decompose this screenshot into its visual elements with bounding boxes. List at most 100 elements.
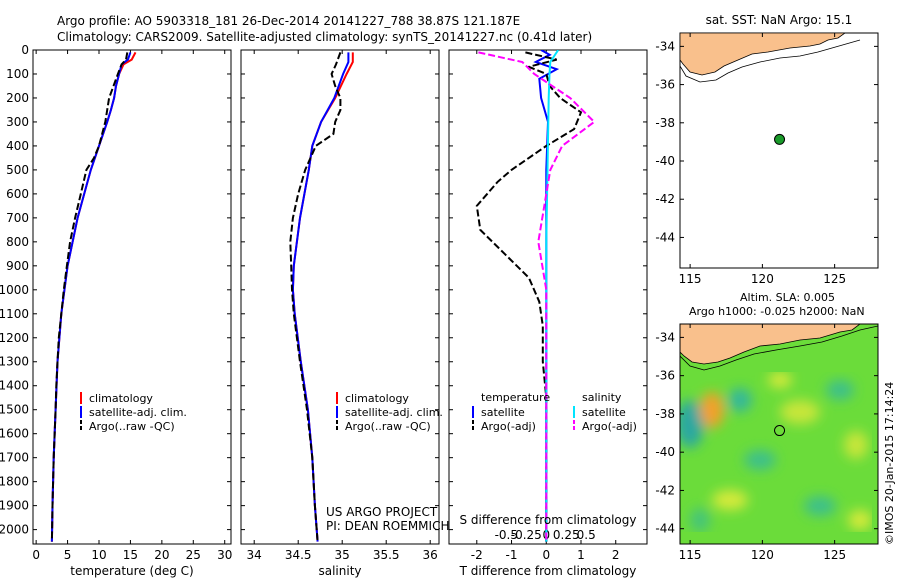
temperature-tick-label: 0: [32, 548, 40, 562]
legend-climatology: climatology: [345, 392, 409, 405]
latitude-tick-label: -42: [655, 192, 675, 206]
temperature-difference-tick-label: -1: [506, 548, 518, 562]
depth-axis: 0 100 200 300 400 500 600 700 800 900 1000 1100 1200…: [0, 43, 231, 537]
sst-map-content: [680, 33, 861, 145]
legend-climatology: climatology: [89, 392, 153, 405]
depth-tick-label: 600: [6, 187, 29, 201]
depth-tick-label: 300: [6, 115, 29, 129]
depth-tick-label: 1900: [0, 499, 29, 513]
depth-tick-label: 1100: [0, 307, 29, 321]
latitude-tick-label: -42: [655, 483, 675, 497]
temperature-tick-label: 5: [64, 548, 72, 562]
sla-cold-patch: [744, 450, 776, 470]
temperature-tick-label: 10: [91, 548, 106, 562]
salinity-difference-tick-label: 0.25: [553, 528, 580, 542]
salinity-axes-box: [240, 49, 440, 545]
legend-argo: Argo(..raw -QC): [345, 420, 431, 433]
temperature-axes-box: [32, 49, 232, 545]
header-line2: Climatology: CARS2009. Satellite-adjuste…: [57, 30, 592, 44]
legend-s-satellite: satellite: [582, 406, 626, 419]
argo-float-marker: [774, 133, 786, 145]
depth-tick-label: 1700: [0, 451, 29, 465]
depth-tick-label: 0: [21, 43, 29, 57]
temperature-tick-label: 15: [123, 548, 138, 562]
depth-tick-label: 1600: [0, 427, 29, 441]
temperature-panel: 0100200300400500600700800900100011001200…: [0, 43, 232, 578]
depth-tick-label: 1400: [0, 379, 29, 393]
temperature-tick-label: 30: [217, 548, 232, 562]
difference-x-axis: -2 -1 0 1 2: [471, 50, 620, 562]
latitude-tick-label: -38: [655, 407, 675, 421]
salinity-depth-ticks: [241, 49, 439, 531]
sla-map-axes: 115 120 125 -34 -36 -38 -40 -42 -44: [655, 324, 878, 562]
salinity-x-axis: 34 34.5 35 35.5 36: [247, 50, 438, 562]
sla-cold-patch: [690, 508, 710, 532]
sla-map-box: [679, 323, 879, 545]
depth-tick-label: 1300: [0, 355, 29, 369]
temperature-difference-tick-label: 2: [612, 548, 620, 562]
sla-warm-patch: [768, 372, 792, 388]
temperature-xlabel: temperature (deg C): [70, 564, 193, 578]
salinity-difference-tick-label: -0.25: [511, 528, 542, 542]
salinity-tick-label: 34: [247, 548, 262, 562]
latitude-tick-label: -44: [655, 522, 675, 536]
sla-field: [680, 324, 878, 544]
depth-tick-label: 900: [6, 259, 29, 273]
sla-anomalies: [680, 372, 872, 532]
sla-map-title1: Altim. SLA: 0.005: [740, 291, 835, 304]
salinity-difference-tick-label: -0.5: [495, 528, 518, 542]
series-argo-adj-: [478, 51, 596, 542]
depth-tick-label: 200: [6, 91, 29, 105]
salinity-tick-label: 34.5: [285, 548, 312, 562]
sla-warm-eddy: [700, 392, 724, 428]
legend-t-argo: Argo(-adj): [481, 420, 536, 433]
latitude-tick-label: -36: [655, 78, 675, 92]
sla-cold-patch: [826, 380, 854, 400]
salinity-xlabel: salinity: [318, 564, 361, 578]
latitude-tick-label: -40: [655, 154, 675, 168]
australia-coast: [680, 324, 861, 365]
depth-tick-label: 500: [6, 163, 29, 177]
series-argo-raw-qc-: [289, 52, 342, 542]
salinity-panel: 34 34.5 35 35.5 36 salinity climatology sate…: [240, 49, 449, 578]
legend-satellite: satellite-adj. clim.: [345, 406, 443, 419]
temperature-series: [50, 51, 137, 542]
argo-float-marker: [774, 425, 786, 437]
legend-salinity-title: salinity: [582, 391, 622, 404]
latitude-tick-label: -34: [655, 39, 675, 53]
legend-temperature-title: temperature: [481, 391, 550, 404]
longitude-tick-label: 115: [679, 272, 702, 286]
project-annotation: US ARGO PROJECT: [326, 505, 438, 519]
difference-xlabel: T difference from climatology: [459, 564, 637, 578]
depth-tick-label: 1500: [0, 403, 29, 417]
difference-legend: temperature satellite Argo(-adj) salinit…: [472, 391, 637, 433]
salinity-difference-tick-label: 0.5: [577, 528, 596, 542]
difference-panel: -2 -1 0 1 2 -0.5-0.25 0 0.250.5 T difference f…: [448, 49, 648, 578]
series-argo-adj-: [475, 51, 583, 542]
depth-tick-label: 2000: [0, 523, 29, 537]
salinity-series: [289, 52, 354, 542]
difference-xlabel-top: S difference from climatology: [460, 513, 637, 527]
legend-argo: Argo(..raw -QC): [89, 420, 175, 433]
sla-warm-patch: [780, 400, 820, 424]
temperature-difference-tick-label: 1: [577, 548, 585, 562]
sla-map: Altim. SLA: 0.005 Argo h1000: -0.025 h20…: [655, 291, 879, 562]
latitude-tick-label: -36: [655, 369, 675, 383]
latitude-tick-label: -38: [655, 116, 675, 130]
latitude-tick-label: -40: [655, 445, 675, 459]
longitude-tick-label: 120: [751, 548, 774, 562]
temperature-difference-tick-label: -2: [471, 548, 483, 562]
sla-warm-patch: [844, 431, 868, 459]
depth-tick-label: 400: [6, 139, 29, 153]
salinity-legend: climatology satellite-adj. clim. Argo(..…: [336, 392, 443, 433]
sla-cold-patch: [728, 388, 752, 412]
sla-warm-patch: [712, 490, 748, 510]
shelf-contour: [680, 325, 878, 371]
sst-map: sat. SST: NaN Argo: 15.1 115 120 125 -34 -36…: [655, 13, 879, 286]
longitude-tick-label: 125: [823, 272, 846, 286]
pi-annotation: PI: DEAN ROEMMICH: [326, 519, 449, 533]
temperature-legend: climatology satellite-adj. clim. Argo(..…: [80, 392, 187, 433]
temperature-tick-label: 25: [186, 548, 201, 562]
temperature-difference-tick-label: 0: [542, 548, 550, 562]
